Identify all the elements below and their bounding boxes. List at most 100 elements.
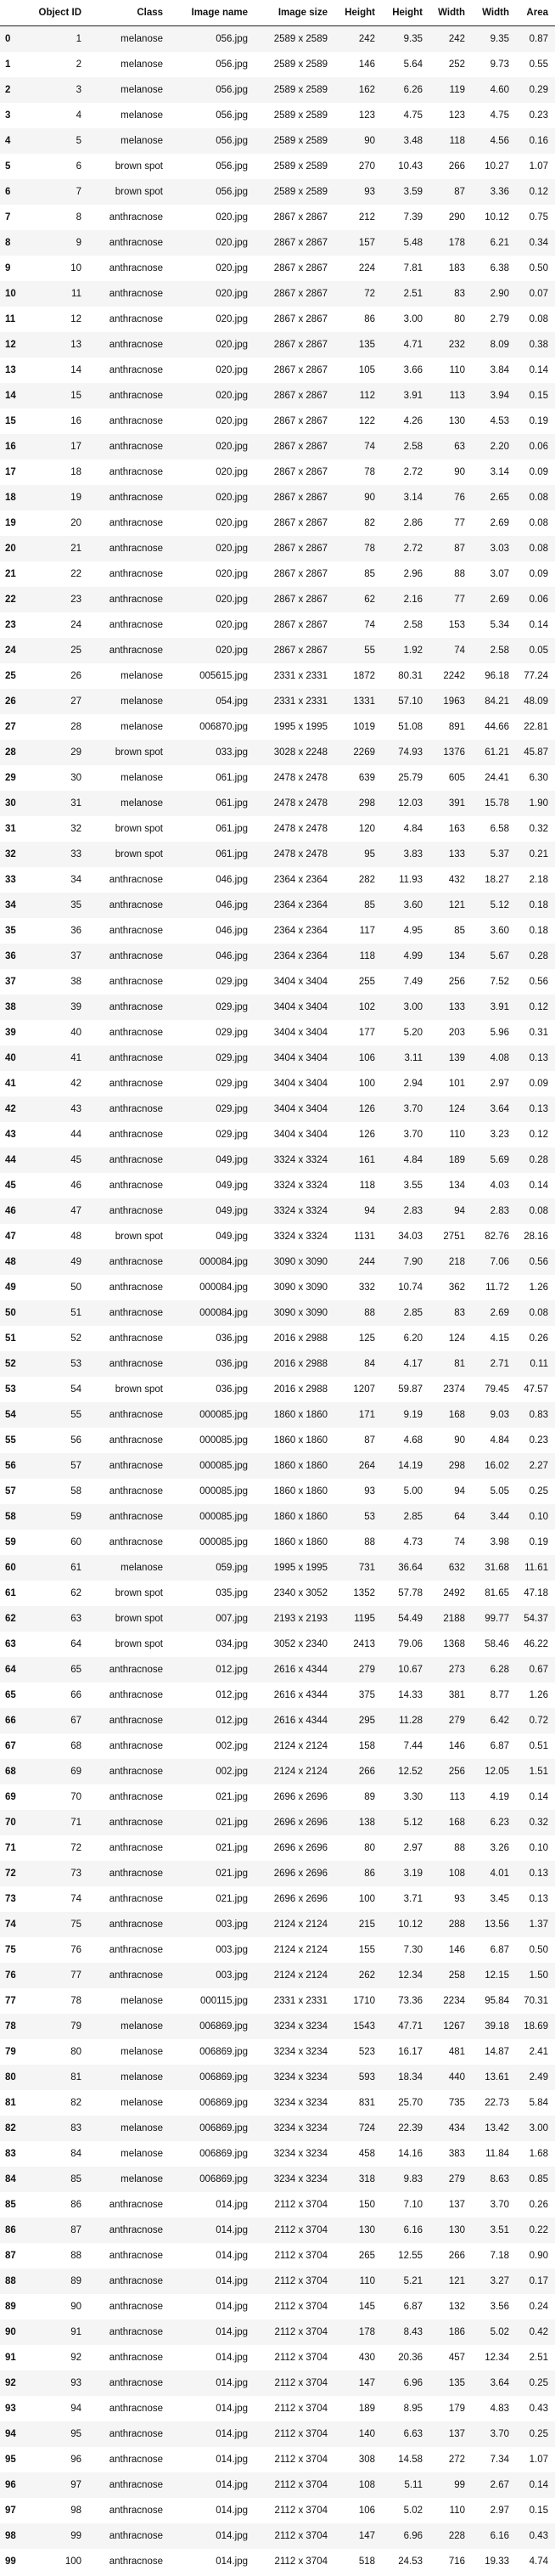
cell-height-pct: 18.34 [398,2072,423,2083]
cell-image-name: 012.jpg [216,1689,248,1700]
table-row: 90 91 anthracnose 014.jpg 2112 x 3704 178 8.43… [0,2319,555,2345]
table-row: 98 99 anthracnose 014.jpg 2112 x 3704 147 6.96… [0,2522,555,2549]
cell-width-pct: 6.28 [490,1664,509,1675]
cell-width-px: 146 [448,1944,465,1955]
cell-index: 47 [5,1231,16,1242]
cell-index: 94 [5,2428,16,2439]
cell-height-px: 125 [358,1333,375,1344]
cell-object-id: 36 [70,925,81,936]
cell-height-px: 731 [358,1562,375,1573]
cell-object-id: 52 [70,1333,81,1344]
cell-index: 85 [5,2199,16,2210]
cell-image-name: 014.jpg [216,2403,248,2414]
cell-object-id: 90 [70,2301,81,2312]
cell-height-pct: 3.70 [403,1103,423,1114]
cell-width-px: 242 [448,33,465,44]
table-row: 89 90 anthracnose 014.jpg 2112 x 3704 145 6.87… [0,2294,555,2320]
cell-width-px: 258 [448,1970,465,1981]
cell-object-id: 45 [70,1154,81,1165]
cell-object-id: 38 [70,976,81,987]
cell-class: anthracnose [109,1180,163,1191]
cell-width-pct: 2.69 [490,517,509,528]
cell-width-px: 133 [448,848,465,860]
cell-object-id: 51 [70,1307,81,1318]
header-image-name: Image name [170,0,255,26]
cell-height-px: 264 [358,1460,375,1471]
cell-height-px: 72 [364,288,375,299]
cell-class: anthracnose [109,517,163,528]
cell-index: 14 [5,390,16,401]
cell-height-px: 2269 [353,747,375,758]
cell-image-size: 2867 x 2867 [273,543,328,554]
cell-width-px: 432 [448,874,465,885]
cell-height-px: 1352 [353,1587,375,1598]
cell-object-id: 44 [70,1129,81,1140]
cell-class: anthracnose [109,1052,163,1063]
cell-class: anthracnose [109,645,163,656]
cell-height-px: 155 [358,1944,375,1955]
cell-area: 0.17 [529,2275,548,2286]
cell-index: 83 [5,2148,16,2159]
cell-image-name: 049.jpg [216,1180,248,1191]
cell-width-px: 440 [448,2072,465,2083]
cell-image-name: 033.jpg [216,747,248,758]
cell-index: 78 [5,2021,16,2032]
cell-height-px: 639 [358,772,375,783]
cell-height-pct: 3.70 [403,1129,423,1140]
cell-image-size: 3324 x 3324 [273,1205,328,1216]
cell-width-px: 63 [454,441,465,452]
cell-area: 0.12 [529,1001,548,1012]
cell-area: 0.08 [529,313,548,324]
cell-height-px: 100 [358,1078,375,1089]
cell-class: anthracnose [109,2250,163,2261]
cell-class: anthracnose [109,492,163,503]
cell-height-px: 74 [364,619,375,630]
cell-area: 0.32 [529,1817,548,1828]
cell-image-name: 029.jpg [216,1027,248,1038]
cell-width-pct: 8.77 [490,1689,509,1700]
cell-image-name: 014.jpg [216,2326,248,2337]
cell-area: 0.56 [529,976,548,987]
cell-width-px: 272 [448,2454,465,2465]
cell-class: melanose [121,33,163,44]
cell-height-pct: 5.21 [403,2275,423,2286]
cell-height-pct: 7.39 [403,211,423,223]
cell-width-pct: 13.56 [485,1919,509,1930]
cell-width-px: 118 [449,135,465,146]
cell-height-pct: 14.19 [398,1460,423,1471]
table-row: 27 28 melanose 006870.jpg 1995 x 1995 1019 51.… [0,714,555,740]
cell-class: brown spot [115,1613,163,1624]
cell-area: 0.13 [529,1052,548,1063]
cell-height-pct: 16.17 [398,2046,423,2057]
table-row: 87 88 anthracnose 014.jpg 2112 x 3704 265 12.5… [0,2243,555,2269]
cell-height-pct: 2.16 [403,594,423,605]
cell-width-px: 383 [448,2148,465,2159]
cell-area: 0.19 [529,415,548,426]
cell-image-size: 2112 x 3704 [274,2352,328,2363]
cell-width-pct: 3.64 [490,1103,509,1114]
cell-image-name: 000085.jpg [199,1536,248,1547]
cell-width-pct: 9.03 [490,1409,509,1420]
cell-width-pct: 6.38 [490,262,509,273]
cell-height-px: 112 [359,390,375,401]
cell-class: anthracnose [109,1333,163,1344]
cell-class: anthracnose [109,2377,163,2388]
cell-object-id: 84 [70,2148,81,2159]
cell-area: 0.10 [529,1511,548,1522]
cell-width-pct: 2.69 [490,1307,509,1318]
table-row: 26 27 melanose 054.jpg 2331 x 2331 1331 57.10 1… [0,688,555,714]
table-row: 93 94 anthracnose 014.jpg 2112 x 3704 189 8.95… [0,2396,555,2421]
cell-width-px: 110 [449,364,465,375]
cell-object-id: 7 [76,186,81,197]
cell-height-px: 87 [364,1435,375,1446]
cell-width-px: 457 [448,2352,465,2363]
cell-image-name: 014.jpg [216,2352,248,2363]
cell-image-name: 000115.jpg [199,1995,248,2006]
table-row: 20 21 anthracnose 020.jpg 2867 x 2867 78 2.72 8… [0,535,555,561]
cell-width-pct: 2.58 [490,645,509,656]
cell-image-name: 061.jpg [216,772,248,783]
cell-image-name: 056.jpg [216,110,248,121]
cell-image-size: 2112 x 3704 [274,2224,328,2235]
cell-image-name: 035.jpg [216,1587,248,1598]
cell-height-px: 106 [358,1052,375,1063]
